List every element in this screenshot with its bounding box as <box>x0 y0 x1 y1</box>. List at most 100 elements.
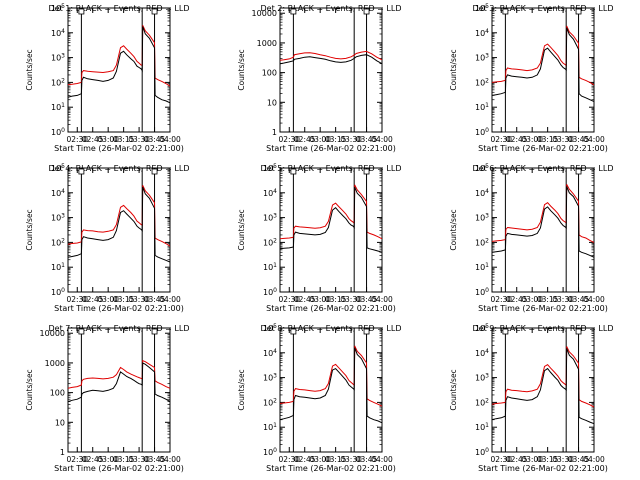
x-tick-label: 03:30 <box>128 455 150 464</box>
marker-flag-start <box>290 8 297 15</box>
x-axis-label: Start Time (26-Mar-02 02:21:00) <box>478 304 608 313</box>
marker-flag-end <box>363 8 370 15</box>
x-tick-label: 03:15 <box>113 135 135 144</box>
x-tick-label: 03:30 <box>128 295 150 304</box>
marker-flag-end <box>575 8 582 15</box>
x-tick-label: 02:45 <box>506 135 528 144</box>
y-tick-label: 103 <box>475 53 489 63</box>
x-tick-label: 03:30 <box>552 135 574 144</box>
y-tick-label: 10 <box>267 98 277 107</box>
y-tick-label: 105 <box>51 3 65 13</box>
marker-flag-end <box>575 168 582 175</box>
detector-panel-6: Det 6: BLACK = Events, RED = LLD10010110… <box>449 163 613 313</box>
x-tick-label: 03:45 <box>144 455 166 464</box>
y-tick-label: 10 <box>55 418 65 427</box>
series-line-events <box>68 26 170 104</box>
y-tick-label: 103 <box>263 213 277 223</box>
y-tick-label: 105 <box>475 323 489 333</box>
y-tick-label: 102 <box>51 237 65 247</box>
marker-flag-start <box>290 168 297 175</box>
x-axis-label: Start Time (26-Mar-02 02:21:00) <box>266 144 396 153</box>
x-tick-label: 03:45 <box>356 455 378 464</box>
x-tick-label: 04:00 <box>371 455 393 464</box>
x-tick-label: 03:00 <box>521 295 543 304</box>
y-tick-label: 100 <box>262 69 277 78</box>
x-axis-label: Start Time (26-Mar-02 02:21:00) <box>54 144 184 153</box>
x-tick-label: 03:30 <box>128 135 150 144</box>
series-line-events <box>280 186 382 253</box>
x-tick-label: 03:00 <box>97 455 119 464</box>
series-line-events <box>68 186 170 263</box>
y-tick-label: 101 <box>51 262 65 272</box>
y-tick-label: 100 <box>475 287 489 297</box>
series-line-lld <box>492 346 594 408</box>
y-tick-label: 103 <box>475 213 489 223</box>
plot-frame <box>279 167 383 293</box>
marker-flag-start <box>78 168 85 175</box>
marker-flag-end <box>151 8 158 15</box>
x-tick-label: 04:00 <box>583 295 605 304</box>
x-tick-label: 02:45 <box>294 295 316 304</box>
x-tick-label: 03:30 <box>340 455 362 464</box>
y-tick-label: 104 <box>51 188 65 198</box>
y-tick-label: 104 <box>263 348 277 358</box>
series-line-lld <box>68 185 170 247</box>
y-tick-label: 103 <box>475 373 489 383</box>
x-tick-label: 04:00 <box>371 135 393 144</box>
plot-frame <box>279 327 383 453</box>
marker-flag-end <box>363 168 370 175</box>
y-tick-label: 102 <box>263 237 277 247</box>
x-tick-label: 02:45 <box>82 295 104 304</box>
x-tick-label: 04:00 <box>371 295 393 304</box>
x-tick-label: 02:30 <box>278 295 300 304</box>
x-tick-label: 03:15 <box>537 455 559 464</box>
detector-panel-8: Det 8: BLACK = Events, RED = LLD10010110… <box>237 323 401 473</box>
x-tick-label: 02:45 <box>82 455 104 464</box>
x-tick-label: 02:45 <box>294 455 316 464</box>
x-tick-label: 03:45 <box>568 295 590 304</box>
x-tick-label: 02:45 <box>506 295 528 304</box>
y-axis-label: Counts/sec <box>237 49 246 90</box>
y-tick-label: 104 <box>263 188 277 198</box>
y-tick-label: 103 <box>51 213 65 223</box>
y-tick-label: 102 <box>51 77 65 87</box>
marker-flag-end <box>363 328 370 335</box>
y-tick-label: 105 <box>475 3 489 13</box>
plot-frame <box>491 327 595 453</box>
series-line-lld <box>280 184 382 240</box>
x-tick-label: 03:00 <box>521 135 543 144</box>
y-tick-label: 101 <box>263 262 277 272</box>
x-tick-label: 02:30 <box>490 455 512 464</box>
series-line-events <box>492 27 594 102</box>
y-tick-label: 10000 <box>252 9 277 18</box>
x-tick-label: 03:15 <box>113 455 135 464</box>
x-tick-label: 03:00 <box>309 135 331 144</box>
x-tick-label: 02:30 <box>66 295 88 304</box>
y-tick-label: 105 <box>263 163 277 173</box>
x-tick-label: 03:00 <box>97 295 119 304</box>
plot-frame <box>67 7 171 133</box>
x-tick-label: 04:00 <box>583 455 605 464</box>
y-axis-label: Counts/sec <box>25 49 34 90</box>
y-tick-label: 105 <box>475 163 489 173</box>
y-axis-label: Counts/sec <box>449 369 458 410</box>
detector-panel-2: Det 2: BLACK = Events, RED = LLD11010010… <box>237 4 401 153</box>
x-tick-label: 03:45 <box>356 135 378 144</box>
detector-panel-5: Det 5: BLACK = Events, RED = LLD10010110… <box>237 163 401 313</box>
y-tick-label: 101 <box>51 102 65 112</box>
series-line-lld <box>492 184 594 243</box>
y-tick-label: 1000 <box>257 39 277 48</box>
y-axis-label: Counts/sec <box>237 209 246 250</box>
x-tick-label: 02:45 <box>82 135 104 144</box>
y-tick-label: 104 <box>475 28 489 38</box>
y-axis-label: Counts/sec <box>237 369 246 410</box>
y-tick-label: 101 <box>475 102 489 112</box>
y-tick-label: 102 <box>475 397 489 407</box>
plot-frame <box>491 7 595 133</box>
x-tick-label: 03:30 <box>340 135 362 144</box>
marker-flag-start <box>502 168 509 175</box>
plot-frame <box>491 167 595 293</box>
x-tick-label: 03:15 <box>537 295 559 304</box>
y-tick-label: 100 <box>475 127 489 137</box>
detector-panel-3: Det 3: BLACK = Events, RED = LLD10010110… <box>449 3 613 153</box>
